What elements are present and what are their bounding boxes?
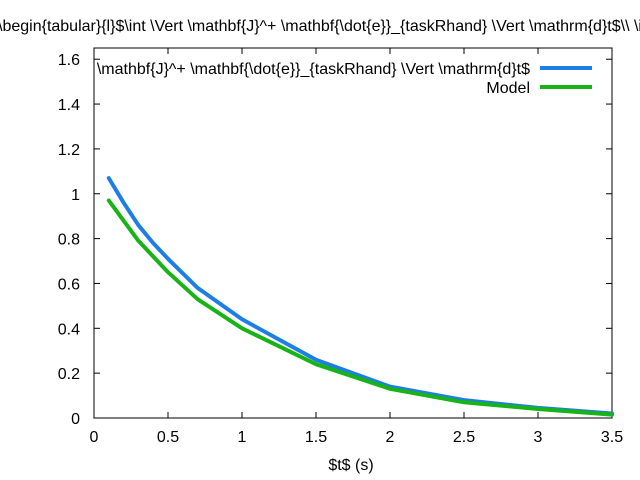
legend-label-series-2: Model: [486, 80, 530, 97]
x-tick-label: 0: [90, 429, 99, 446]
y-tick-label: 0.8: [58, 232, 80, 249]
x-tick-label: 2.5: [453, 429, 475, 446]
x-tick-label: 3: [534, 429, 543, 446]
y-tick-label: 1.4: [58, 97, 80, 114]
y-tick-label: 1.6: [58, 52, 80, 69]
series-line-1: [106, 176, 614, 416]
y-tick-label: 0.2: [58, 366, 80, 383]
legend: \mathbf{J}^+ \mathbf{\dot{e}}_{taskRhand…: [97, 61, 592, 97]
legend-label-series-1: \mathbf{J}^+ \mathbf{\dot{e}}_{taskRhand…: [97, 61, 530, 78]
x-tick-label: 3.5: [601, 429, 623, 446]
plot-frame: [93, 47, 613, 419]
y-tick-label: 1: [71, 187, 80, 204]
y-tick-label: 1.2: [58, 142, 80, 159]
y-tick-label: 0: [71, 411, 80, 428]
y-tick-label: 0.6: [58, 276, 80, 293]
chart-title: \begin{tabular}{l}$\int \Vert \mathbf{J}…: [0, 18, 640, 35]
y-tick-label: 0.4: [58, 321, 80, 338]
x-tick-label: 1: [238, 429, 247, 446]
x-tick-label: 2: [386, 429, 395, 446]
x-tick-label: 1.5: [305, 429, 327, 446]
x-axis-label: $t$ (s): [328, 457, 373, 474]
series-line-2: [106, 198, 614, 417]
x-tick-label: 0.5: [157, 429, 179, 446]
